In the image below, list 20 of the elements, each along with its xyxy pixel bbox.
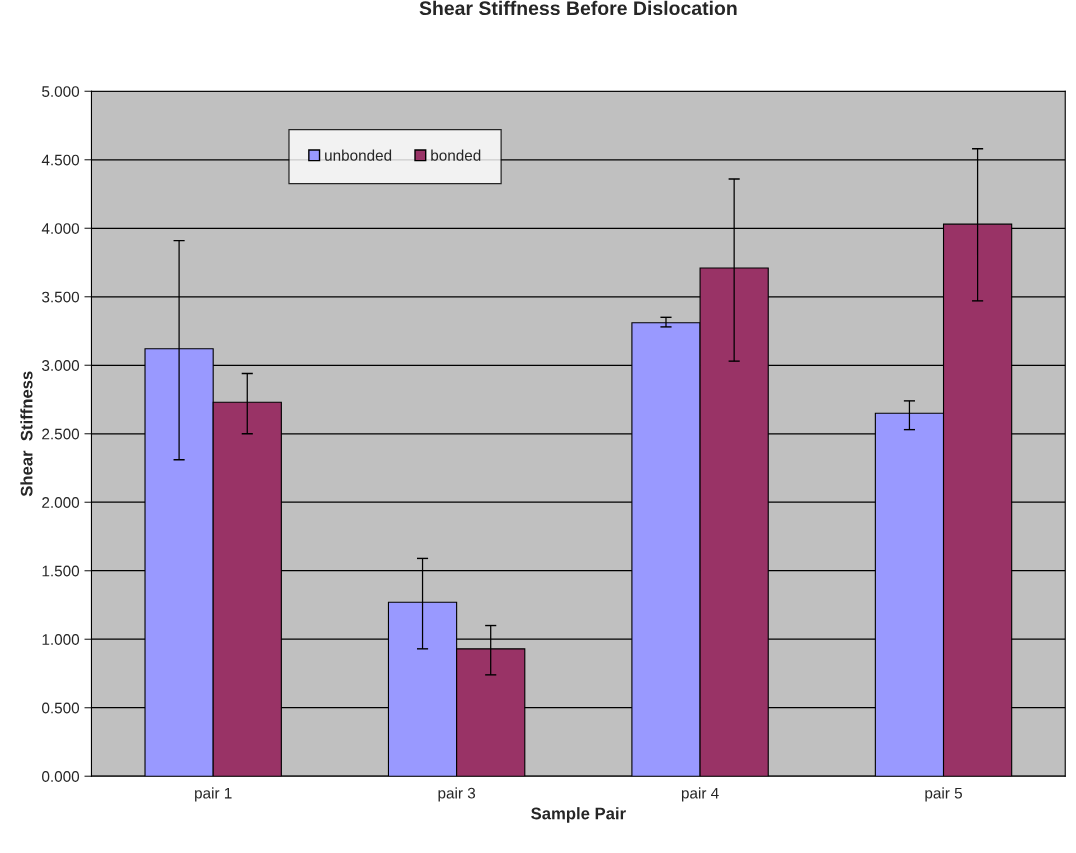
y-tick-label: 5.000 [42, 86, 80, 97]
legend-label: bonded [431, 149, 481, 161]
legend-label: unbonded [325, 149, 392, 161]
y-tick-label: 4.000 [41, 223, 80, 234]
x-tick-label: pair 4 [681, 787, 719, 802]
y-tick-label: 3.500 [42, 291, 80, 303]
y-tick-label: 1.000 [42, 634, 80, 645]
y-tick-label: 0.000 [42, 771, 80, 782]
y-axis-title: Shear Stiffness [20, 371, 33, 497]
y-tick-label: 0.500 [42, 702, 80, 714]
y-tick-label: 2.000 [42, 497, 80, 508]
y-tick-label: 2.500 [42, 428, 80, 440]
chart-title: Shear Stiffness Before Dislocation [419, 0, 737, 16]
y-tick-label: 4.500 [41, 154, 80, 166]
x-tick-label: pair 5 [925, 787, 962, 802]
x-tick-label: pair 1 [195, 787, 232, 802]
y-tick-label: 3.000 [42, 360, 80, 371]
y-tick-label: 1.500 [42, 565, 80, 577]
x-axis-title: Sample Pair [531, 807, 626, 823]
x-tick-label: pair 3 [438, 787, 476, 802]
